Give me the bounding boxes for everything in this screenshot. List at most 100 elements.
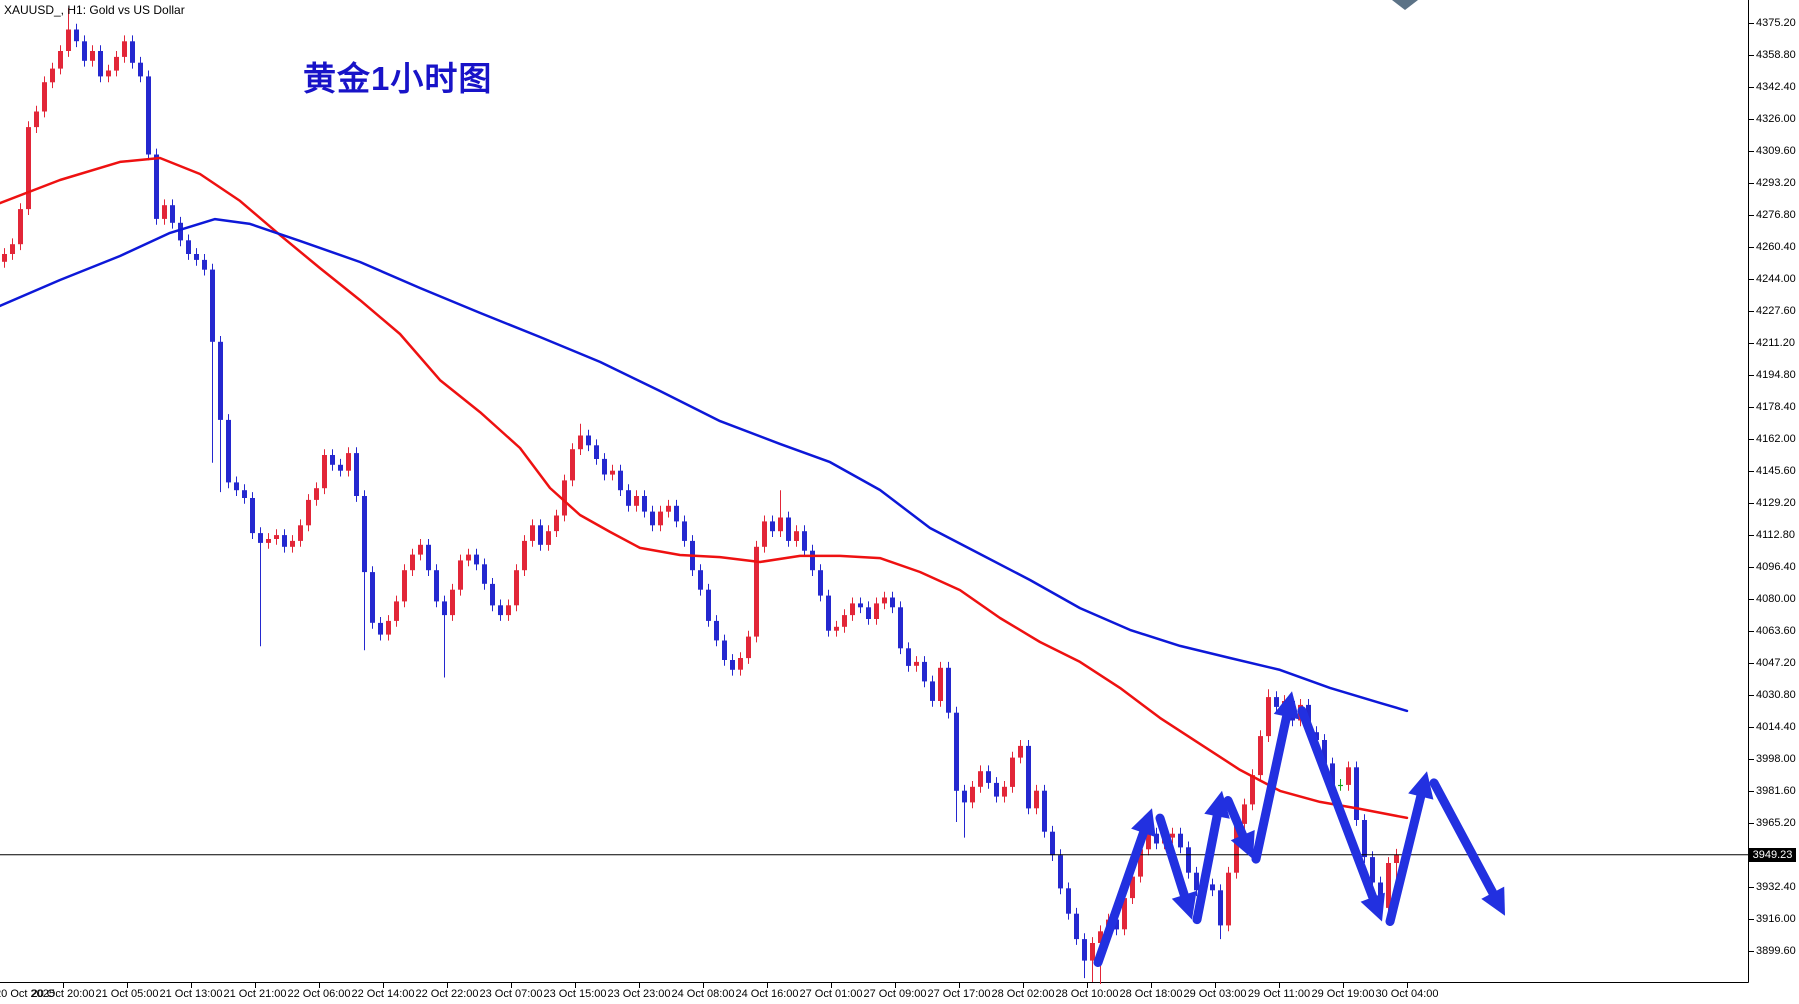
price-tick: [1749, 86, 1754, 88]
price-tick: [1749, 310, 1754, 312]
price-tick: [1749, 118, 1754, 120]
price-axis-label: 4260.40: [1756, 240, 1796, 253]
time-axis-label: 21 Oct 13:00: [159, 988, 223, 1000]
time-axis-label: 28 Oct 18:00: [1119, 988, 1183, 1000]
time-axis-label: 28 Oct 02:00: [991, 988, 1055, 1000]
time-axis-label: 28 Oct 10:00: [1055, 988, 1119, 1000]
price-axis-label: 3932.40: [1756, 881, 1796, 894]
price-axis-label: 4194.80: [1756, 368, 1796, 381]
price-axis-label: 3965.20: [1756, 817, 1796, 830]
time-axis-label: 21 Oct 05:00: [95, 988, 159, 1000]
price-tick: [1749, 919, 1754, 921]
time-tick: [639, 983, 640, 988]
time-tick: [191, 983, 192, 988]
price-axis-label: 4375.20: [1756, 16, 1796, 29]
chevron-down-cursor-icon: [1392, 0, 1418, 10]
price-tick: [1749, 406, 1754, 408]
price-axis-label: 4112.80: [1756, 528, 1795, 541]
time-axis-label: 22 Oct 06:00: [287, 988, 351, 1000]
price-tick: [1749, 662, 1754, 664]
price-axis-label: 4063.60: [1756, 624, 1796, 637]
price-tick: [1749, 823, 1754, 825]
price-axis-label: 4293.20: [1756, 176, 1796, 189]
time-tick: [1407, 983, 1408, 988]
time-tick: [1023, 983, 1024, 988]
price-axis-label: 4080.00: [1756, 592, 1796, 605]
time-axis-label: 27 Oct 17:00: [927, 988, 991, 1000]
time-axis-label: 23 Oct 15:00: [543, 988, 607, 1000]
price-tick: [1749, 759, 1754, 761]
price-tick: [1749, 54, 1754, 56]
price-tick: [1749, 246, 1754, 248]
price-axis-label: 4227.60: [1756, 304, 1796, 317]
time-tick: [895, 983, 896, 988]
time-axis-label: 20 Oct 2025: [0, 988, 55, 1000]
price-axis-label: 4030.80: [1756, 688, 1796, 701]
price-tick: [1749, 791, 1754, 793]
time-tick: [63, 983, 64, 988]
price-tick: [1749, 470, 1754, 472]
price-axis-label: 4358.80: [1756, 48, 1796, 61]
price-axis-label: 4342.40: [1756, 80, 1796, 93]
price-tick: [1749, 727, 1754, 728]
time-axis-label: 22 Oct 14:00: [351, 988, 415, 1000]
time-tick: [575, 983, 576, 988]
time-axis-label: 20 Oct 20:00: [31, 988, 95, 1000]
price-axis-label: 4129.20: [1756, 496, 1796, 509]
chinese-annotation: 黄金1小时图: [303, 60, 493, 97]
time-tick: [959, 983, 960, 988]
price-tick: [1749, 887, 1754, 889]
price-axis-label: 4276.80: [1756, 208, 1796, 221]
current-price-badge: 3949.23: [1749, 847, 1796, 862]
price-tick: [1749, 630, 1754, 632]
price-tick: [1749, 278, 1754, 280]
price-tick: [1749, 598, 1754, 600]
price-tick: [1749, 951, 1754, 953]
time-axis-label: 23 Oct 23:00: [607, 988, 671, 1000]
price-axis-label: 4145.60: [1756, 464, 1796, 477]
price-axis-label: 3899.60: [1756, 945, 1796, 958]
time-axis-label: 24 Oct 08:00: [671, 988, 735, 1000]
price-tick: [1749, 342, 1754, 344]
price-axis-label: 4047.20: [1756, 656, 1796, 669]
price-axis-label: 4211.20: [1756, 336, 1795, 349]
price-tick: [1749, 22, 1754, 24]
time-tick: [511, 983, 512, 988]
time-tick: [255, 983, 256, 988]
time-axis-label: 22 Oct 22:00: [415, 988, 479, 1000]
price-axis-label: 4014.40: [1756, 721, 1796, 733]
time-tick: [1343, 983, 1344, 988]
price-tick: [1749, 374, 1754, 376]
time-tick: [383, 983, 384, 988]
time-axis-label: 24 Oct 16:00: [735, 988, 799, 1000]
price-tick: [1749, 150, 1754, 152]
price-axis-label: 3998.00: [1756, 753, 1796, 766]
chart-title: XAUUSD_, H1: Gold vs US Dollar: [4, 3, 185, 17]
time-axis-label: 23 Oct 07:00: [479, 988, 543, 1000]
price-axis-label: 3981.60: [1756, 785, 1796, 798]
time-tick: [319, 983, 320, 988]
time-tick: [1215, 983, 1216, 988]
price-tick: [1749, 566, 1754, 568]
price-tick: [1749, 694, 1754, 696]
time-tick: [1151, 983, 1152, 988]
price-tick: [1749, 438, 1754, 440]
ma-fast-red: [0, 156, 1409, 820]
price-axis-label: 4309.60: [1756, 144, 1796, 157]
time-axis-label: 30 Oct 04:00: [1375, 988, 1439, 1000]
time-axis-label: 27 Oct 01:00: [799, 988, 863, 1000]
price-axis-label: 4326.00: [1756, 112, 1796, 125]
time-tick: [127, 983, 128, 988]
price-tick: [1749, 502, 1754, 504]
time-axis-label: 29 Oct 03:00: [1183, 988, 1247, 1000]
price-axis-label: 4244.00: [1756, 272, 1796, 285]
price-tick: [1749, 214, 1754, 216]
price-axis-label: 4162.00: [1756, 432, 1796, 445]
time-tick: [447, 983, 448, 988]
time-axis-label: 29 Oct 11:00: [1247, 988, 1311, 1000]
price-tick: [1749, 534, 1754, 536]
time-tick: [1087, 983, 1088, 988]
time-axis-label: 21 Oct 21:00: [223, 988, 287, 1000]
